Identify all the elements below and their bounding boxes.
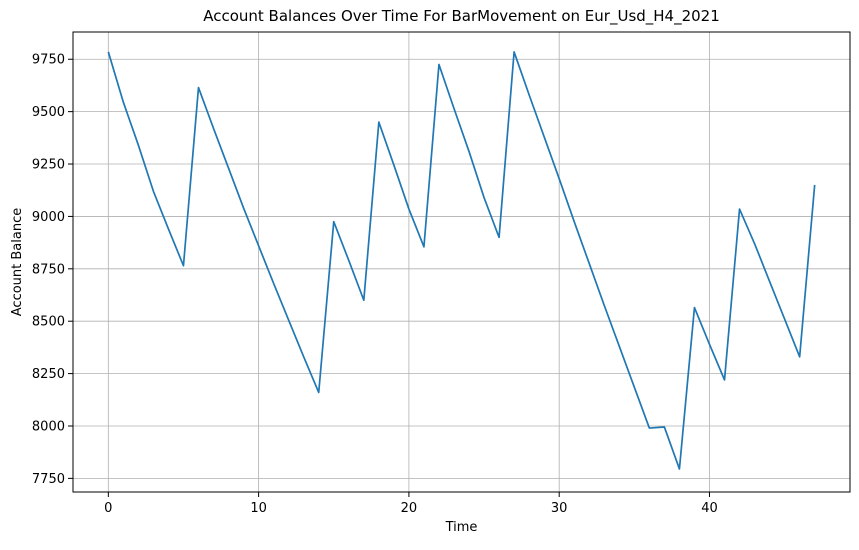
y-tick-label: 9000 — [32, 210, 65, 225]
y-axis-label: Account Balance — [10, 208, 25, 316]
series-layer — [107, 51, 816, 470]
y-tick-label: 8250 — [32, 367, 65, 382]
x-tick-label: 30 — [551, 501, 568, 516]
y-tick-label: 8750 — [32, 262, 65, 277]
x-tick-label: 20 — [401, 501, 418, 516]
plot-frame — [72, 31, 851, 493]
x-tick-label: 40 — [701, 501, 718, 516]
y-tick-label: 9500 — [32, 105, 65, 120]
x-tick-label: 10 — [250, 501, 267, 516]
grid — [73, 32, 850, 492]
x-axis-label: Time — [445, 520, 478, 535]
y-tick-label: 9250 — [32, 158, 65, 173]
y-tick-label: 7750 — [32, 472, 65, 487]
chart-title: Account Balances Over Time For BarMoveme… — [203, 7, 720, 26]
x-tick-label: 0 — [104, 501, 112, 516]
y-tick-label: 9750 — [32, 53, 65, 68]
y-tick-label: 8000 — [32, 419, 65, 434]
axis-ticks: 0 10 20 30 40 7750 8000 8250 8500 8750 9000 9250 950… — [32, 53, 718, 516]
y-tick-label: 8500 — [32, 315, 65, 330]
series-line-account-balance — [107, 51, 816, 470]
